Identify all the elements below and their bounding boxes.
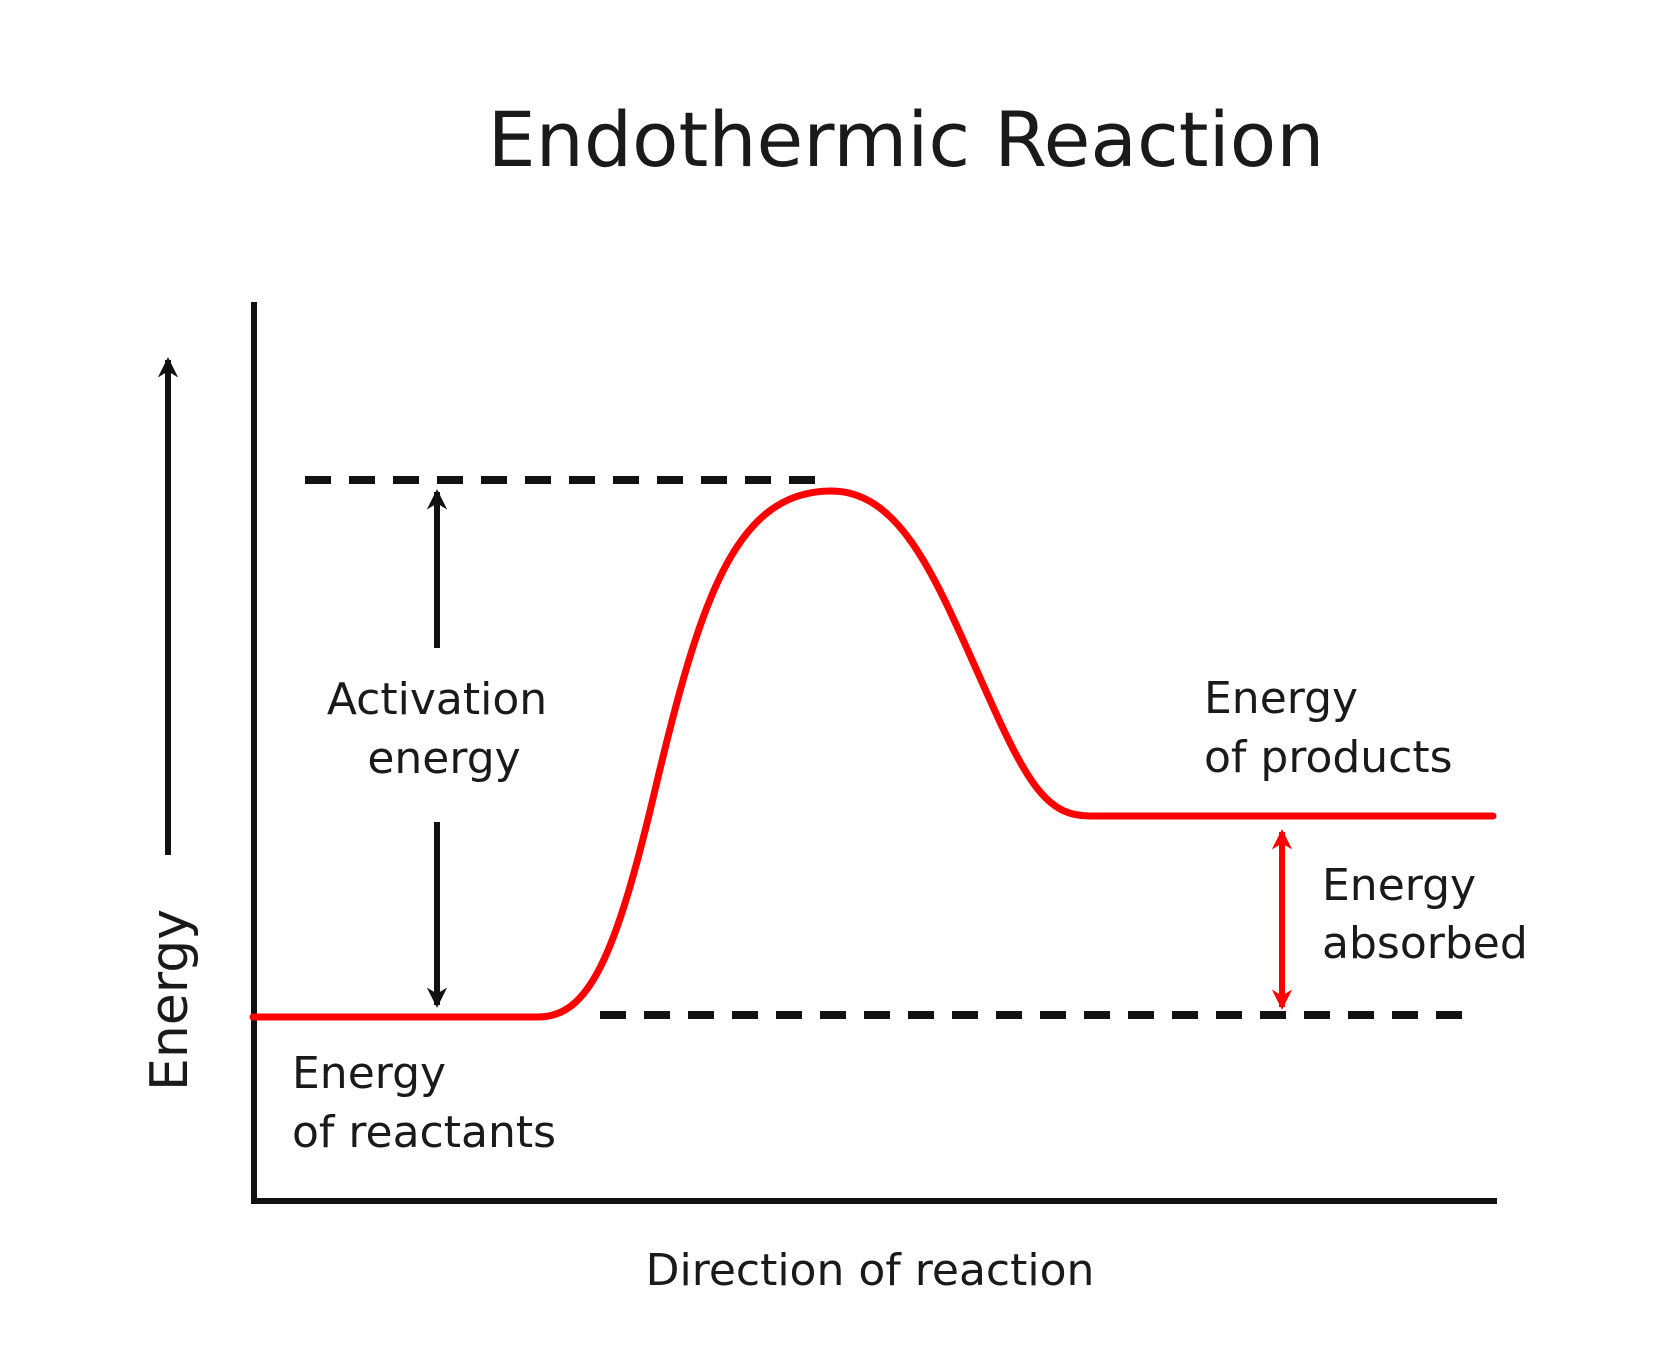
- activation-energy-label: Activation energy: [327, 674, 561, 784]
- activation-energy-label-line-2: energy: [367, 733, 520, 784]
- energy-absorbed-label: Energy absorbed: [1322, 860, 1528, 969]
- activation-energy-label-line-1: Activation: [327, 674, 547, 725]
- diagram-title: Endothermic Reaction: [488, 95, 1325, 184]
- energy-of-reactants-label-line-2: of reactants: [292, 1107, 556, 1158]
- energy-of-reactants-label-line-1: Energy: [292, 1048, 446, 1099]
- energy-axis-label: Energy: [140, 909, 200, 1091]
- x-axis-label: Direction of reaction: [646, 1245, 1095, 1296]
- energy-absorbed-label-line-1: Energy: [1322, 860, 1476, 911]
- energy-of-products-label-line-2: of products: [1204, 732, 1453, 783]
- energy-curve: [249, 487, 1497, 1021]
- energy-of-reactants-label: Energy of reactants: [292, 1048, 556, 1158]
- energy-of-products-label-line-1: Energy: [1204, 673, 1358, 724]
- energy-absorbed-label-line-2: absorbed: [1322, 918, 1528, 969]
- energy-of-products-label: Energy of products: [1204, 673, 1453, 783]
